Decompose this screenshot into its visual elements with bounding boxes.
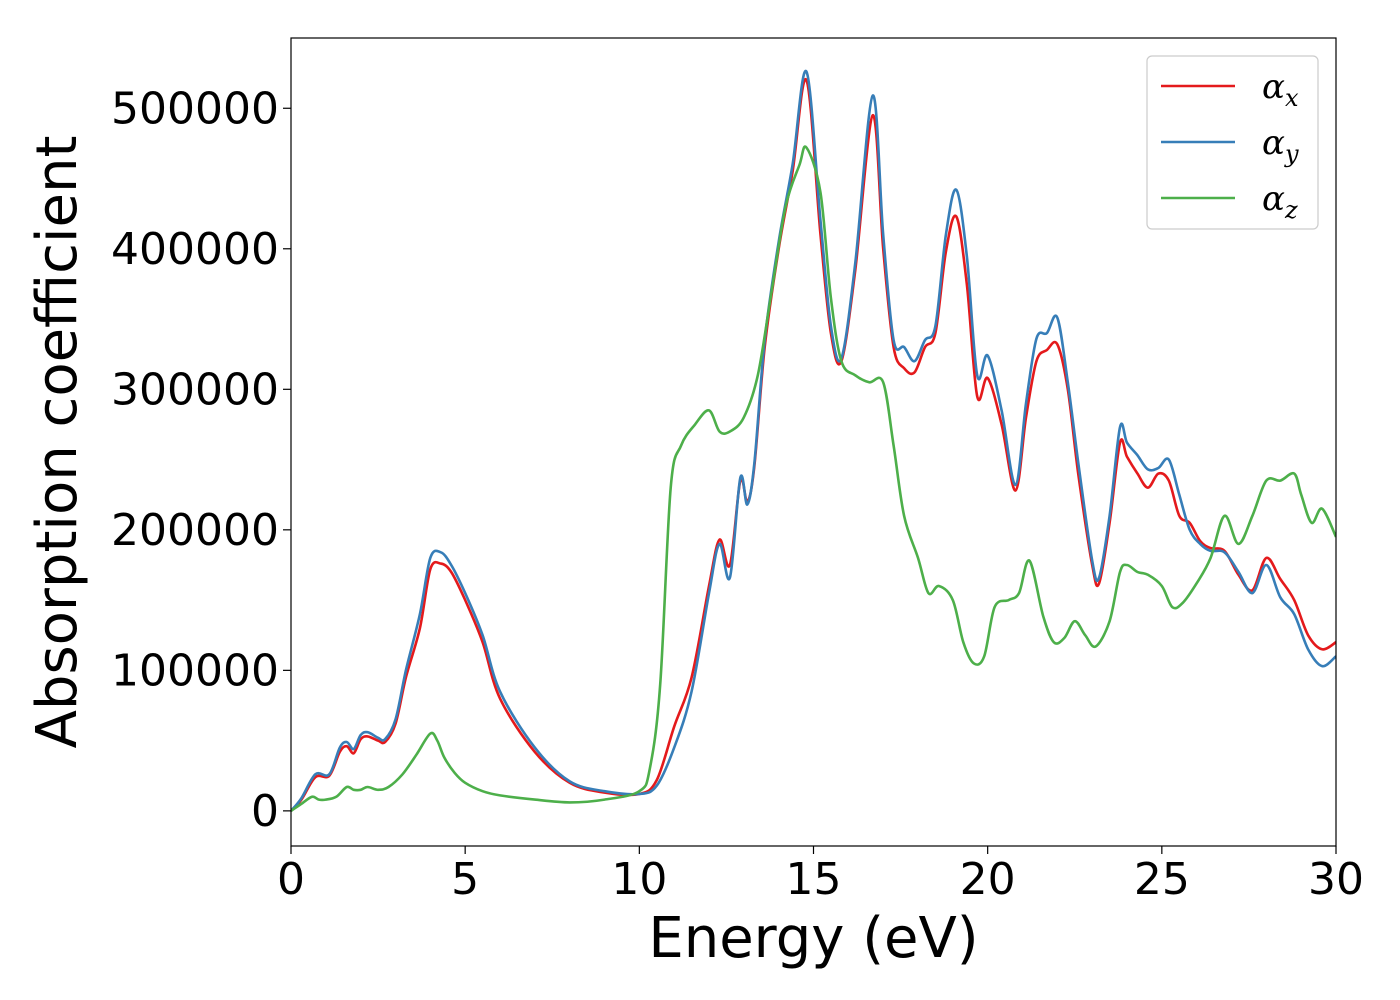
x-tick-label: 30	[1308, 854, 1364, 905]
y-axis-title: Absorption coefficient	[25, 136, 90, 749]
series-line-y	[291, 69, 1336, 812]
y-tick-label: 200000	[111, 505, 279, 556]
y-tick-label: 500000	[111, 83, 279, 134]
legend-label-x: αx	[1262, 67, 1299, 112]
x-tick-label: 15	[786, 854, 842, 905]
x-axis: 0 5 10 15 20 25 30	[277, 846, 1364, 905]
legend: αx αy αz	[1146, 55, 1319, 230]
y-tick-label: 100000	[111, 645, 279, 696]
x-tick-label: 20	[960, 854, 1016, 905]
y-tick-label: 300000	[111, 364, 279, 415]
x-tick-label: 10	[611, 854, 667, 905]
x-tick-label: 0	[277, 854, 305, 905]
legend-label-z: αz	[1262, 179, 1298, 224]
legend-label-y: αy	[1262, 123, 1299, 168]
series-line-z	[291, 145, 1336, 812]
series-layer	[291, 69, 1336, 812]
x-axis-title: Energy (eV)	[648, 906, 978, 971]
series-line-x	[291, 78, 1336, 812]
x-tick-label: 25	[1134, 854, 1190, 905]
x-tick-label: 5	[451, 854, 479, 905]
y-axis: 0 100000 200000 300000 400000 500000	[111, 83, 291, 837]
y-tick-label: 0	[251, 786, 279, 837]
y-tick-label: 400000	[111, 224, 279, 275]
